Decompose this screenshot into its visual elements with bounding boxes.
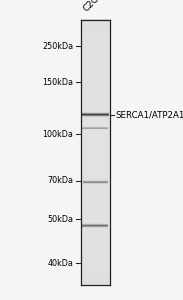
- Text: C2C12: C2C12: [82, 0, 109, 14]
- Text: 50kDa: 50kDa: [47, 215, 73, 224]
- Text: 100kDa: 100kDa: [42, 130, 73, 139]
- Text: 70kDa: 70kDa: [47, 176, 73, 185]
- Text: 250kDa: 250kDa: [42, 41, 73, 50]
- Text: 150kDa: 150kDa: [42, 78, 73, 87]
- Text: 40kDa: 40kDa: [47, 259, 73, 268]
- Text: SERCA1/ATP2A1: SERCA1/ATP2A1: [115, 110, 183, 119]
